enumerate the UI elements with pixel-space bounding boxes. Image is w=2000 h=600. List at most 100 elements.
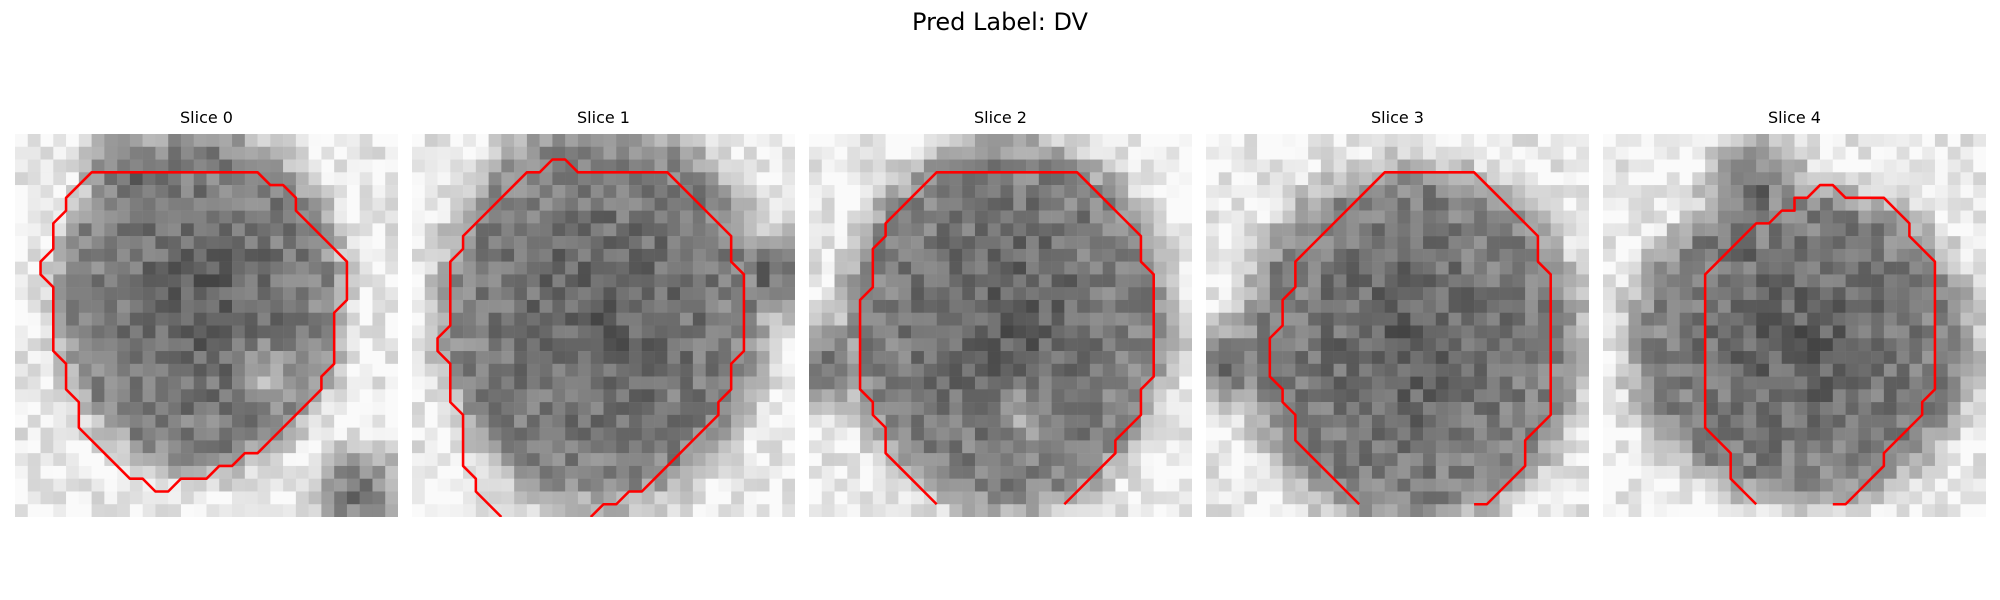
image-pixel (629, 146, 643, 160)
image-pixel (385, 402, 398, 416)
image-pixel (731, 414, 745, 428)
image-pixel (1832, 223, 1846, 237)
image-pixel (155, 376, 169, 390)
image-pixel (424, 248, 438, 262)
image-pixel (1603, 236, 1617, 250)
image-pixel (91, 159, 105, 173)
image-pixel (359, 453, 373, 467)
image-pixel (334, 389, 348, 403)
image-pixel (359, 236, 373, 250)
image-pixel (53, 414, 67, 428)
image-pixel (1423, 351, 1437, 365)
image-pixel (962, 414, 976, 428)
image-pixel (475, 159, 489, 173)
image-pixel (1269, 402, 1283, 416)
image-pixel (1973, 478, 1986, 492)
image-pixel (1461, 223, 1475, 237)
image-pixel (1832, 478, 1846, 492)
image-pixel (488, 465, 502, 479)
image-pixel (1384, 504, 1398, 517)
image-pixel (539, 172, 553, 186)
image-pixel (1730, 440, 1744, 454)
image-pixel (1295, 312, 1309, 326)
image-pixel (1654, 453, 1668, 467)
image-pixel (1537, 465, 1551, 479)
image-pixel (1308, 312, 1322, 326)
image-pixel (334, 338, 348, 352)
image-pixel (756, 465, 770, 479)
image-pixel (232, 146, 246, 160)
image-pixel (923, 504, 937, 517)
image-pixel (680, 363, 694, 377)
image-pixel (1934, 223, 1948, 237)
image-pixel (334, 440, 348, 454)
image-pixel (705, 236, 719, 250)
image-pixel (1013, 287, 1027, 301)
image-pixel (1026, 287, 1040, 301)
image-pixel (756, 389, 770, 403)
image-pixel (104, 402, 118, 416)
image-pixel (1550, 338, 1564, 352)
image-pixel (1845, 351, 1859, 365)
image-pixel (1410, 261, 1424, 275)
image-pixel (590, 146, 604, 160)
image-pixel (168, 261, 182, 275)
image-pixel (1077, 185, 1091, 199)
image-pixel (15, 287, 29, 301)
image-pixel (1179, 248, 1192, 262)
image-pixel (834, 223, 848, 237)
image-pixel (1269, 159, 1283, 173)
image-pixel (769, 197, 783, 211)
image-pixel (1934, 197, 1948, 211)
image-pixel (1960, 504, 1974, 517)
image-pixel (270, 172, 284, 186)
image-pixel (756, 287, 770, 301)
slice-image-1 (412, 134, 795, 517)
image-pixel (1832, 274, 1846, 288)
image-pixel (821, 376, 835, 390)
image-pixel (412, 453, 426, 467)
image-pixel (1960, 299, 1974, 313)
image-pixel (847, 261, 861, 275)
image-pixel (974, 185, 988, 199)
image-pixel (1115, 172, 1129, 186)
image-pixel (168, 325, 182, 339)
image-pixel (1140, 440, 1154, 454)
image-pixel (129, 504, 143, 517)
image-pixel (244, 197, 258, 211)
image-pixel (1871, 134, 1885, 148)
image-pixel (1089, 312, 1103, 326)
image-pixel (936, 312, 950, 326)
image-pixel (450, 491, 464, 505)
image-pixel (1832, 414, 1846, 428)
image-pixel (91, 185, 105, 199)
image-pixel (142, 504, 156, 517)
image-pixel (244, 210, 258, 224)
image-pixel (1781, 185, 1795, 199)
image-pixel (1179, 312, 1192, 326)
image-pixel (1550, 351, 1564, 365)
image-pixel (1960, 453, 1974, 467)
image-pixel (1320, 197, 1334, 211)
image-pixel (1705, 159, 1719, 173)
image-pixel (450, 185, 464, 199)
image-pixel (1333, 427, 1347, 441)
image-pixel (1922, 440, 1936, 454)
image-pixel (1089, 172, 1103, 186)
image-pixel (514, 223, 528, 237)
image-pixel (40, 414, 54, 428)
image-pixel (1486, 414, 1500, 428)
image-pixel (872, 351, 886, 365)
image-pixel (1013, 414, 1027, 428)
image-pixel (1269, 197, 1283, 211)
image-pixel (616, 210, 630, 224)
image-pixel (1743, 465, 1757, 479)
image-pixel (974, 261, 988, 275)
image-pixel (283, 146, 297, 160)
image-pixel (514, 312, 528, 326)
image-pixel (180, 210, 194, 224)
image-pixel (680, 478, 694, 492)
image-pixel (1743, 351, 1757, 365)
image-pixel (1359, 504, 1373, 517)
image-pixel (168, 351, 182, 365)
